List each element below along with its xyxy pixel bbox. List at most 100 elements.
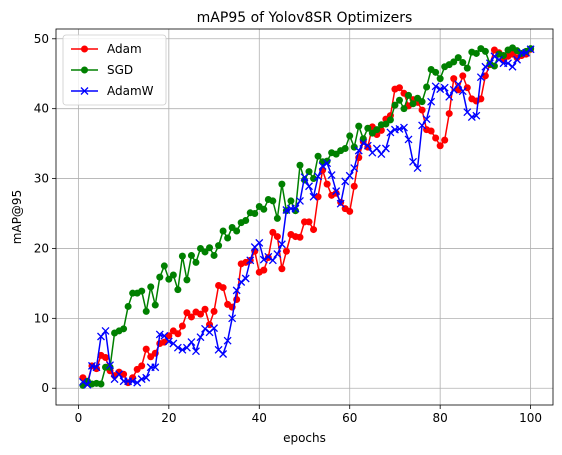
data-point-adam — [142, 345, 150, 353]
x-axis-ticks: 0 20 40 60 80 100 — [75, 405, 542, 425]
data-point-adam — [427, 127, 435, 135]
data-point-sgd — [224, 234, 232, 242]
data-point-adamw — [341, 177, 350, 186]
y-tick-label: 30 — [34, 172, 49, 186]
data-point-adam — [323, 180, 331, 188]
data-point-adamw — [404, 135, 413, 144]
data-point-adamw — [381, 144, 390, 153]
data-point-adam — [395, 84, 403, 92]
data-point-adamw — [314, 172, 323, 181]
data-point-adamw — [305, 182, 313, 191]
data-point-sgd — [156, 273, 164, 281]
data-point-adamw — [201, 324, 209, 333]
data-point-sgd — [395, 96, 403, 104]
data-point-adamw — [241, 274, 250, 283]
data-point-adamw — [219, 350, 228, 358]
data-point-sgd — [251, 210, 259, 218]
data-point-adamw — [151, 363, 160, 372]
data-point-sgd — [432, 68, 440, 76]
x-tick-label: 60 — [342, 411, 357, 425]
data-point-adamw — [400, 123, 408, 132]
data-point-adamw — [418, 121, 427, 130]
data-point-adamw — [494, 55, 503, 64]
data-point-sgd — [418, 98, 426, 106]
data-point-adam — [310, 226, 318, 234]
data-point-adamw — [485, 59, 494, 68]
data-point-adamw — [277, 240, 286, 249]
data-point-adamw — [232, 286, 241, 295]
data-point-adam — [441, 136, 449, 144]
data-point-sgd — [169, 271, 177, 279]
data-point-sgd — [178, 252, 186, 260]
legend-entry-adamw: AdamW — [71, 84, 154, 98]
data-point-sgd — [278, 180, 286, 188]
data-point-sgd — [459, 59, 467, 67]
data-point-sgd — [409, 100, 417, 108]
legend-label-adamw: AdamW — [107, 84, 154, 98]
y-tick-label: 0 — [41, 381, 49, 395]
data-point-adamw — [196, 333, 205, 342]
y-tick-label: 20 — [34, 241, 49, 255]
chart-title: mAP95 of Yolov8SR Optimizers — [197, 10, 413, 26]
data-point-adam — [436, 142, 444, 150]
data-point-adamw — [345, 171, 354, 180]
data-point-adam — [120, 370, 128, 378]
data-point-adamw — [332, 187, 341, 196]
data-point-adam — [450, 75, 458, 83]
data-point-sgd — [187, 251, 195, 259]
data-point-adamw — [472, 111, 481, 120]
series-layer — [78, 44, 535, 389]
data-point-adam — [219, 284, 227, 292]
data-point-adamw — [259, 255, 268, 264]
data-point-adamw — [300, 173, 309, 182]
y-axis-label: mAP@95 — [10, 190, 24, 244]
data-point-adam — [463, 84, 471, 92]
y-tick-label: 40 — [34, 102, 49, 116]
legend: Adam SGD AdamW — [62, 34, 167, 106]
legend-entry-adam: Adam — [71, 42, 142, 56]
x-tick-label: 40 — [252, 411, 267, 425]
data-point-adamw — [173, 343, 182, 352]
data-point-adamw — [318, 162, 327, 170]
data-point-sgd — [472, 49, 480, 57]
data-point-adamw — [210, 324, 219, 333]
data-point-sgd — [346, 132, 354, 140]
data-point-adamw — [128, 377, 137, 386]
data-point-adamw — [164, 337, 173, 346]
data-point-sgd — [206, 244, 214, 252]
data-point-sgd — [147, 283, 155, 291]
data-point-adamw — [291, 204, 300, 213]
data-point-adamw — [273, 250, 282, 259]
data-point-sgd — [400, 105, 408, 113]
data-point-adamw — [264, 252, 273, 261]
legend-label-sgd: SGD — [107, 63, 133, 77]
data-point-sgd — [436, 75, 444, 83]
data-point-adamw — [192, 347, 200, 356]
data-point-adamw — [522, 48, 531, 57]
data-point-adamw — [92, 363, 101, 372]
data-point-adam — [183, 309, 191, 317]
data-point-adamw — [336, 199, 345, 208]
data-point-adam — [210, 307, 218, 315]
data-point-adamw — [440, 83, 449, 92]
data-point-adamw — [409, 157, 417, 166]
data-point-adamw — [160, 331, 169, 340]
data-point-adamw — [83, 380, 92, 389]
data-point-sgd — [160, 262, 168, 270]
data-point-adamw — [504, 59, 512, 68]
data-point-sgd — [481, 47, 489, 55]
data-point-adam — [432, 134, 440, 142]
data-point-adamw — [237, 278, 246, 286]
data-point-sgd — [373, 126, 381, 134]
data-point-adamw — [327, 171, 336, 180]
data-point-sgd — [210, 251, 218, 259]
x-tick-label: 0 — [75, 411, 83, 425]
data-point-adamw — [101, 326, 110, 335]
data-point-adamw — [422, 115, 431, 124]
data-point-adamw — [78, 377, 87, 386]
data-point-adamw — [377, 150, 386, 159]
data-point-sgd — [219, 227, 227, 235]
data-point-adamw — [490, 52, 499, 61]
data-point-sgd — [391, 101, 399, 109]
data-point-adam — [187, 313, 195, 321]
